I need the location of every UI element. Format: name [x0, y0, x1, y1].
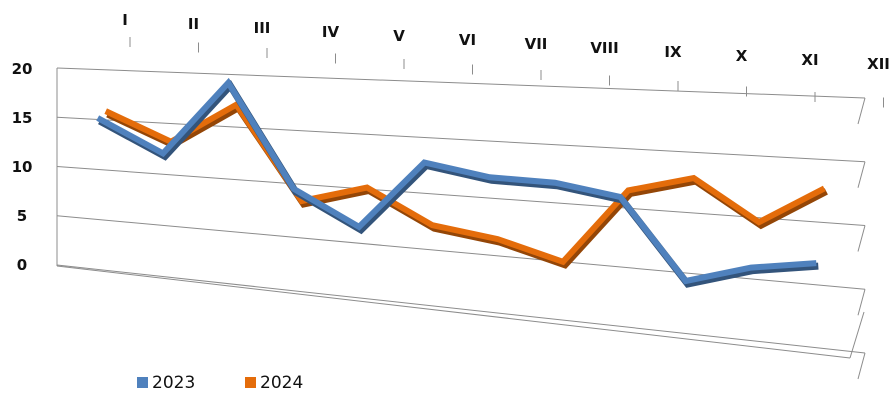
gridlines	[56, 67, 866, 380]
legend-label: 2024	[260, 373, 303, 393]
y-tick-label: 10	[12, 158, 33, 176]
floor-edge	[849, 311, 865, 359]
x-tick-label: VII	[525, 35, 548, 53]
x-tick-label: XII	[867, 55, 890, 73]
x-tick-label: II	[188, 15, 199, 33]
floor-edge	[56, 265, 851, 359]
legend-swatch	[245, 377, 256, 388]
gridline-depth	[857, 289, 866, 316]
x-tick-label: X	[736, 47, 748, 65]
y-tick-label: 20	[12, 60, 33, 78]
series-2023-line	[96, 77, 817, 285]
x-tick-label: IX	[664, 43, 682, 61]
legend-label: 2023	[152, 373, 195, 393]
series-2024-line	[104, 100, 826, 266]
series-lines	[96, 77, 828, 288]
x-tick-label: XI	[801, 51, 818, 69]
x-tick-label: III	[254, 19, 271, 37]
y-tick-label: 15	[12, 109, 33, 127]
gridline	[56, 166, 866, 226]
gridline-depth	[857, 97, 866, 125]
x-tick-label: I	[122, 11, 128, 29]
series-2024-shadow	[106, 103, 828, 269]
legend-swatch	[137, 377, 148, 388]
x-tick-label: V	[393, 27, 405, 45]
gridline-depth	[857, 352, 866, 380]
gridline-depth	[857, 225, 866, 252]
legend: 2023 2024	[137, 373, 303, 393]
gridline-depth	[857, 161, 866, 188]
x-tick-label: VI	[459, 31, 476, 49]
y-tick-label: 0	[17, 256, 27, 274]
y-tick-label: 5	[17, 207, 27, 225]
gridline	[56, 67, 866, 99]
y-axis-ticks: 0 5 10 15 20	[12, 60, 33, 274]
x-axis-ticks: I II III IV V VI VII VIII IX X XI XII	[122, 11, 890, 108]
gridline	[56, 264, 866, 354]
x-tick-label: VIII	[590, 39, 618, 57]
x-tick-label: IV	[322, 23, 340, 41]
series-2023-shadow	[98, 80, 819, 288]
